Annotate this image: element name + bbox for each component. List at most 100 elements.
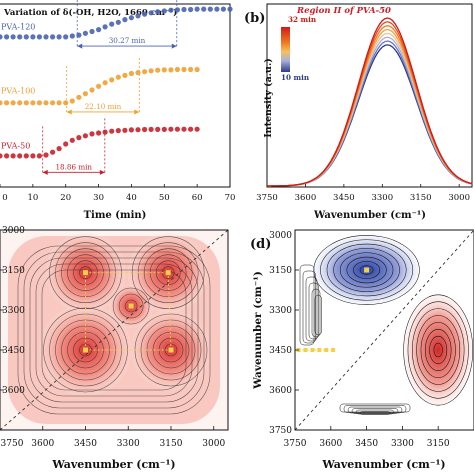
positive-contour <box>429 335 448 365</box>
panel-d-xlabel: Wavenumber (cm⁻¹) <box>321 458 445 471</box>
series-0-point <box>122 17 128 23</box>
y-tick-label: 3150 <box>269 266 292 276</box>
series-1-point <box>155 67 161 73</box>
contour-ring <box>143 248 193 297</box>
x-tick-label: 50 <box>159 193 170 203</box>
x-tick-label: 3300 <box>371 193 393 203</box>
y-tick-label: 3750 <box>269 426 292 436</box>
panel-b-x-ticks: 3750 3600 3450 3300 3150 3000 <box>256 184 470 203</box>
series-2-point <box>174 126 180 132</box>
panel-d-x-ticks: 3750 3600 3450 3300 3150 <box>284 426 450 449</box>
series-2-point <box>155 126 161 132</box>
positive-contour <box>420 322 456 378</box>
marker-row-point <box>310 348 315 352</box>
panel-c-guides <box>85 272 172 351</box>
series-1-point <box>161 67 167 73</box>
series-2-point <box>76 135 82 141</box>
y-tick-label: 3000 <box>269 231 292 241</box>
series-0-point <box>0 34 3 40</box>
negative-contour <box>333 248 400 292</box>
side-contour <box>311 288 321 338</box>
positive-contour <box>403 294 474 406</box>
negative-contour <box>346 256 387 284</box>
marker-row-point <box>303 348 308 352</box>
series-1-point <box>76 94 82 100</box>
panel-b-title: Region II of PVA-50 <box>296 6 391 16</box>
x-tick-label: 20 <box>60 193 71 203</box>
panel-c-xlabel: Wavenumber (cm⁻¹) <box>51 458 175 471</box>
series-2-point <box>30 153 36 159</box>
series-label: PVA-100 <box>1 87 35 96</box>
side-contour <box>308 282 319 340</box>
contour-ring-outer <box>17 245 211 415</box>
bottom-contour <box>355 409 395 415</box>
panel-b-legend-colorbar <box>281 27 290 72</box>
panel-a-intervals: 30.27 min 22.10 min 18.86 min <box>42 0 178 175</box>
series-1-point <box>50 100 56 106</box>
series-0-point <box>174 7 180 13</box>
panel-c-y-ticks: 3000 3150 3300 3450 3600 <box>0 226 25 396</box>
panel-d-diagonal <box>295 230 474 430</box>
panel-d: (d) Wavenumber (cm⁻¹) 3000 3150 3300 3450 36… <box>250 229 474 471</box>
series-2-point <box>115 128 121 134</box>
series-1-point <box>30 100 36 106</box>
peak-marker <box>128 303 134 309</box>
side-contour <box>314 294 322 336</box>
series-0-point <box>4 34 10 40</box>
series-0-point <box>36 34 43 40</box>
x-tick-label: 0 <box>2 193 7 203</box>
series-0-point <box>220 6 226 12</box>
series-2-point <box>10 153 16 159</box>
panel-b: (b) Intensity (a.u.) 32 min 10 min Regio… <box>244 3 473 221</box>
series-0-point <box>17 34 23 40</box>
series-2-point <box>82 133 88 139</box>
series-0-point <box>227 6 233 12</box>
negative-contour <box>320 239 414 301</box>
x-tick-label: 60 <box>192 193 203 203</box>
marker-row-point <box>331 348 336 352</box>
panel-d-letter: (d) <box>250 237 271 252</box>
series-2-point <box>69 137 75 143</box>
interval-arrowhead-left <box>42 169 48 175</box>
positive-contour <box>416 315 461 385</box>
series-1-point <box>17 100 23 106</box>
panel-b-curves <box>267 17 473 187</box>
series-2-point <box>4 153 10 159</box>
negative-contour <box>359 265 374 275</box>
series-0-point <box>142 11 148 17</box>
marker-row-point <box>317 348 322 352</box>
series-2-point <box>17 153 23 159</box>
series-2-point <box>63 141 69 147</box>
x-tick-label: 3300 <box>391 439 414 449</box>
y-tick-label: 3000 <box>2 226 25 236</box>
series-1-point <box>135 70 141 76</box>
series-0-point <box>109 21 115 27</box>
contour-ring-outer <box>41 269 187 391</box>
x-tick-label: 40 <box>126 193 137 203</box>
interval-arrowhead-right <box>99 169 105 175</box>
series-0-point <box>128 15 134 21</box>
interval-arrowhead-left <box>77 43 83 49</box>
panel-c-x-ticks: 3750 3600 3450 3300 3150 3000 <box>0 426 225 449</box>
series-1-point <box>4 100 10 106</box>
series-0-point <box>96 27 102 33</box>
series-2-point <box>109 128 115 134</box>
contour-ring <box>140 319 202 381</box>
x-tick-label: 70 <box>225 193 236 203</box>
series-1-point <box>36 100 43 106</box>
y-tick-label: 3600 <box>269 386 292 396</box>
y-tick-label: 3300 <box>2 306 25 316</box>
series-2-point <box>142 126 148 133</box>
bottom-contour <box>351 408 399 414</box>
y-tick-label: 3300 <box>269 306 292 316</box>
panel-a: Variation of δ(-OH, H2O, 1660 cm⁻¹) PVA-… <box>0 0 235 221</box>
series-1-point <box>148 68 154 74</box>
bottom-contour <box>343 405 407 413</box>
peak-guide-line <box>167 272 172 351</box>
contour-ring <box>131 236 205 309</box>
x-tick-label: 3300 <box>117 439 140 449</box>
positive-contour <box>412 308 465 392</box>
y-tick-label: 3450 <box>269 346 292 356</box>
series-2-point <box>36 153 43 159</box>
series-1-point <box>128 70 134 77</box>
